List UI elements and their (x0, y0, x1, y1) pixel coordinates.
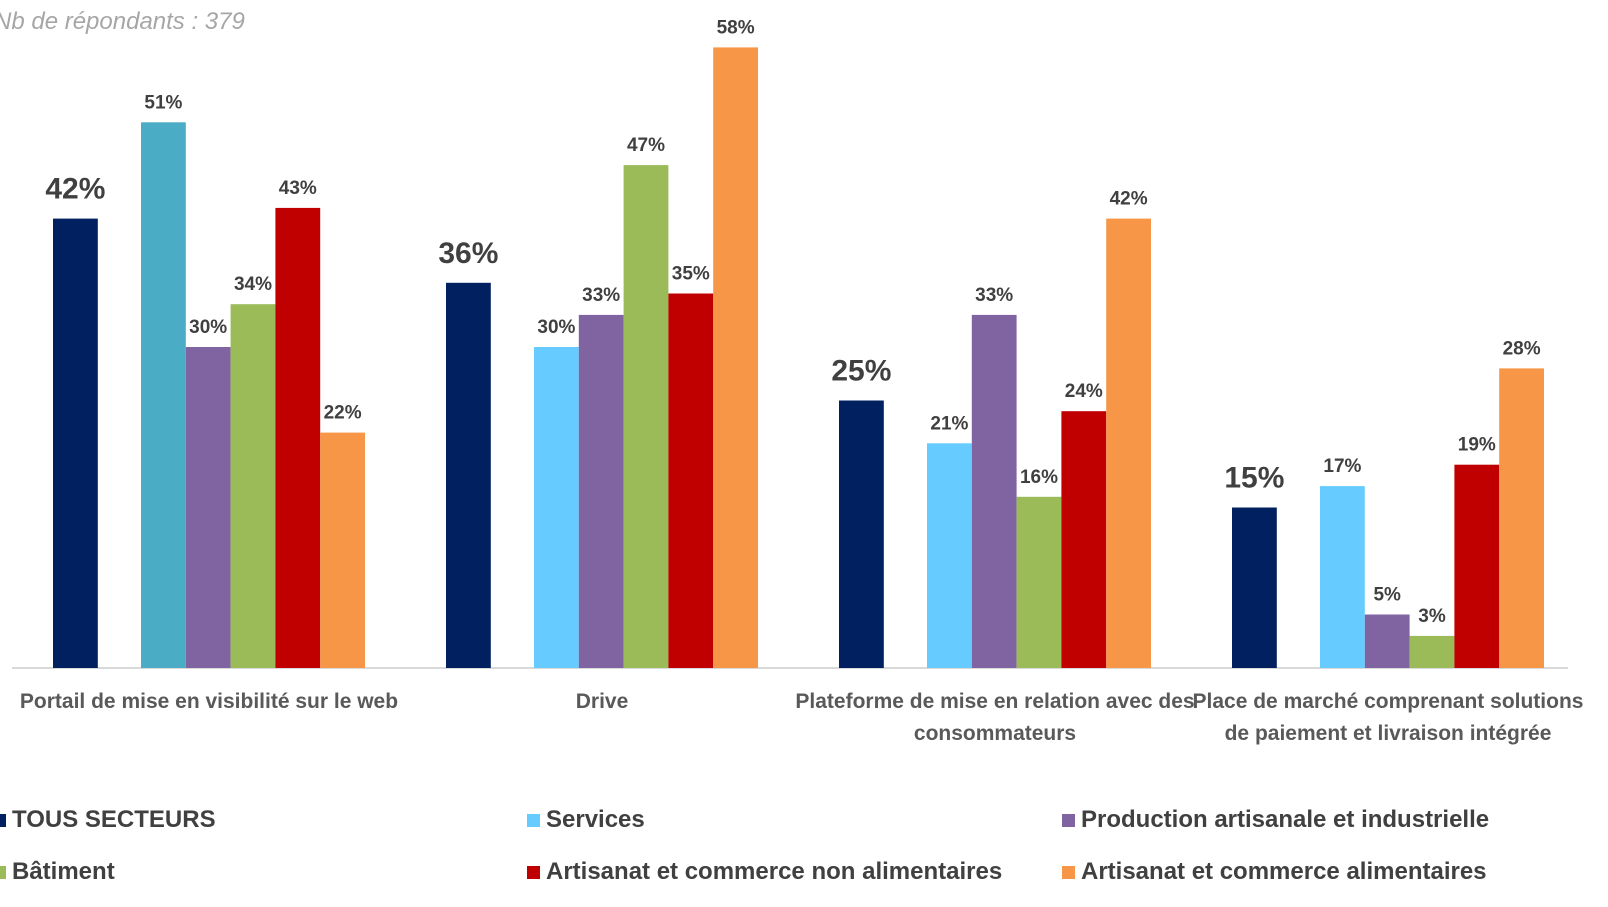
data-label: 16% (1020, 467, 1058, 488)
bar (53, 218, 98, 668)
bar (1232, 507, 1277, 668)
legend-entry: Artisanat et commerce alimentaires (1062, 858, 1487, 886)
bar (1061, 411, 1107, 668)
bar (1499, 368, 1544, 668)
bar (1016, 496, 1062, 668)
data-label: 36% (438, 237, 498, 270)
bar (320, 432, 365, 668)
legend-swatch (527, 813, 540, 827)
bar (185, 347, 231, 668)
bar (1106, 218, 1151, 668)
bar (668, 293, 714, 668)
legend-entry: Services (527, 806, 645, 834)
bar (839, 400, 884, 668)
legend-swatch (527, 865, 540, 879)
bar (446, 282, 491, 668)
data-label: 5% (1373, 585, 1401, 606)
bar (275, 207, 321, 668)
data-label: 19% (1458, 435, 1496, 456)
x-tick-label: Portail de mise en visibilité sur le web (19, 690, 399, 713)
legend-entry: Bâtiment (0, 858, 115, 886)
data-label: 24% (1065, 381, 1103, 402)
subtitle: Nb de répondants : 379 (0, 8, 245, 35)
bar (578, 314, 624, 668)
legend-label: Artisanat et commerce alimentaires (1081, 858, 1487, 885)
bar (141, 122, 186, 669)
data-label: 42% (1110, 189, 1148, 210)
bar (713, 47, 758, 668)
data-label: 21% (930, 413, 968, 434)
legend-entry: Production artisanale et industrielle (1062, 806, 1489, 834)
data-label: 43% (279, 178, 317, 199)
data-label: 22% (324, 403, 362, 424)
data-label: 33% (582, 285, 620, 306)
legend-entry: Artisanat et commerce non alimentaires (527, 858, 1002, 886)
data-label: 35% (672, 264, 710, 285)
legend-label: Production artisanale et industrielle (1081, 806, 1490, 833)
data-label: 47% (627, 135, 665, 156)
legend-label: Services (546, 806, 645, 833)
data-label: 33% (975, 285, 1013, 306)
bar (927, 443, 972, 668)
data-label: 58% (717, 17, 755, 38)
legend-swatch (0, 865, 6, 879)
legend-swatch (1062, 865, 1075, 879)
bar (1409, 635, 1455, 668)
bar (1454, 464, 1500, 668)
legend-swatch (1062, 813, 1075, 827)
legend-label: Artisanat et commerce non alimentaires (546, 858, 1003, 885)
data-label: 17% (1323, 456, 1361, 477)
data-label: 42% (45, 173, 105, 206)
data-label: 3% (1418, 606, 1446, 627)
bar (1320, 486, 1365, 668)
legend-entry: TOUS SECTEURS (0, 806, 216, 834)
legend-label: Bâtiment (12, 858, 115, 885)
x-tick-label: Place de marché comprenant solutions de … (1192, 690, 1584, 745)
bar (534, 347, 579, 668)
legend-label: TOUS SECTEURS (12, 806, 216, 833)
data-label: 15% (1224, 462, 1284, 495)
data-label: 30% (537, 317, 575, 338)
data-label: 51% (144, 92, 182, 113)
bar (1364, 614, 1410, 668)
data-label: 28% (1503, 338, 1541, 359)
bar (230, 304, 276, 668)
data-label: 30% (189, 317, 227, 338)
data-label: 25% (831, 355, 891, 388)
legend-swatch (0, 813, 6, 827)
data-label: 34% (234, 274, 272, 295)
bar (623, 165, 669, 668)
x-tick-label: Plateforme de mise en relation avec des … (795, 690, 1195, 745)
bar (971, 314, 1017, 668)
x-tick-label: Drive (575, 690, 629, 713)
